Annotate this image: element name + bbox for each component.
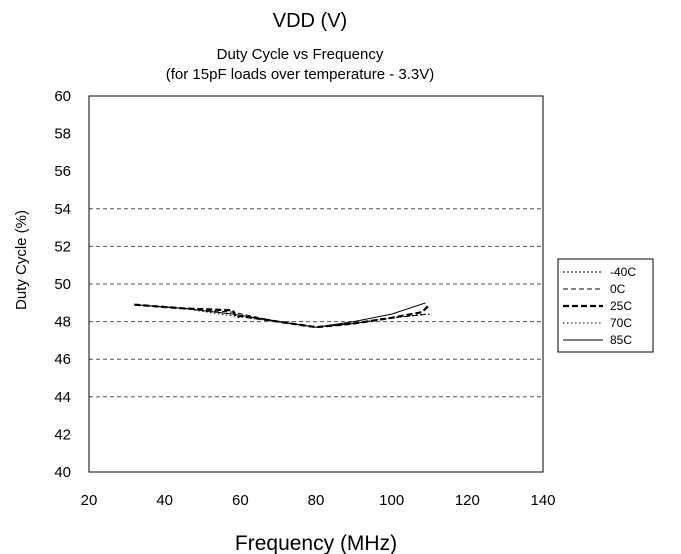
x-tick-label: 40 [156,492,173,509]
x-axis-label: Frequency (MHz) [235,532,397,554]
x-axis-ticks: 20 40 60 80 100 120 140 [81,492,556,509]
y-tick-label: 40 [54,464,71,481]
x-tick-label: 20 [81,492,98,509]
legend-label: 0C [610,282,626,296]
y-tick-label: 48 [54,314,71,331]
legend-label: 70C [610,316,632,330]
legend: -40C 0C 25C 70C 85C [557,258,654,353]
legend-label: -40C [610,265,636,279]
x-tick-label: 100 [379,492,404,509]
chart-subtitle: (for 15pF loads over temperature - 3.3V) [166,66,434,83]
y-tick-label: 56 [54,163,71,180]
series-line-85C [134,302,426,328]
series-line-70C [134,304,430,328]
legend-label: 85C [610,333,632,347]
y-tick-label: 58 [54,126,71,143]
y-tick-label: 46 [54,351,71,368]
plot-area-frame [88,95,544,473]
x-tick-label: 140 [530,492,555,509]
y-tick-label: 52 [54,238,71,255]
x-tick-label: 80 [308,492,325,509]
y-tick-label: 60 [54,88,71,105]
series-lines [134,302,431,329]
gridlines [89,208,543,398]
y-axis-label: Duty Cycle (%) [13,210,30,310]
legend-label: 25C [610,299,632,313]
x-tick-label: 120 [455,492,480,509]
y-tick-label: 42 [54,426,71,443]
chart-title: Duty Cycle vs Frequency [217,46,384,63]
y-tick-label: 50 [54,276,71,293]
y-tick-label: 44 [54,389,71,406]
vdd-top-label: VDD (V) [273,10,347,32]
y-axis-ticks: 40 42 44 46 48 50 52 54 56 58 60 [54,88,71,481]
x-tick-label: 60 [232,492,249,509]
y-tick-label: 54 [54,201,71,218]
